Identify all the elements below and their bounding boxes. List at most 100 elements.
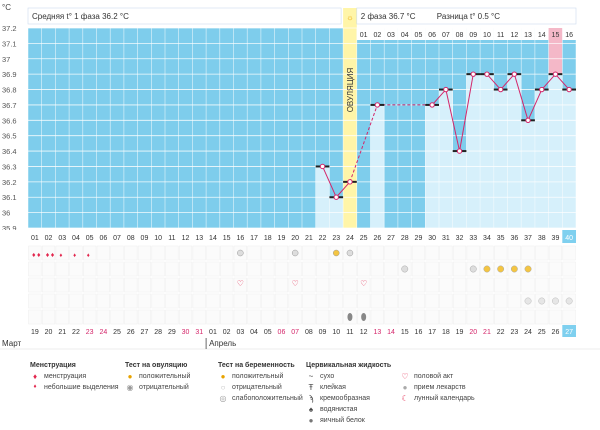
date-label: 13 — [373, 329, 381, 336]
top-day-cell — [370, 28, 385, 40]
symbol-cell — [288, 309, 302, 325]
symbol-cell — [178, 277, 193, 293]
symbol-cell — [507, 309, 521, 325]
symbol-cell — [247, 277, 261, 293]
symbol-cell — [137, 245, 152, 261]
month-label: Апрель — [209, 339, 236, 348]
today-date-cell — [562, 325, 576, 337]
legend-label: положительный — [232, 373, 284, 380]
legend-label: клейкая — [320, 384, 346, 391]
cycle-day-row — [0, 230, 600, 244]
symbol-cell — [151, 309, 165, 325]
temperature-point — [319, 163, 326, 170]
top-day-cell — [493, 28, 508, 40]
symbol-cell — [165, 245, 179, 261]
symbol-cell — [302, 309, 316, 325]
date-label: 23 — [86, 329, 94, 336]
symbol-cell — [535, 309, 549, 325]
drop-icon: ♦ — [32, 252, 36, 259]
symbol-cell — [370, 309, 384, 325]
symbol-cell — [69, 261, 83, 277]
temperature-chart: 37.2 37.1 37 36.9 36.8 36.7 36.6 36.5 36.4 36.3 36… — [0, 3, 600, 350]
today-cell — [562, 230, 576, 243]
cycle-day-label: 28 — [401, 235, 409, 242]
legend-fluid-title: Цервикальная жидкость — [306, 362, 392, 369]
symbol-cell — [315, 293, 330, 309]
symbol-cell — [548, 277, 563, 293]
legend: Менструация ♦ менструация ♦ небольшие выде… — [0, 360, 600, 430]
phase1-header-box — [27, 7, 342, 25]
small-drop-icon: ♦ — [33, 384, 37, 390]
legend-label: прием лекарств — [414, 384, 466, 391]
y-tick-label: 36.2 — [2, 178, 17, 187]
symbol-cell — [357, 245, 371, 261]
pill-icon — [565, 297, 573, 305]
temperature-point — [497, 86, 504, 93]
symbol-cell — [96, 261, 110, 277]
temperature-point — [374, 102, 381, 108]
top-day-label: 06 — [428, 32, 436, 39]
date-label: 04 — [250, 329, 258, 336]
temperature-point — [443, 86, 449, 93]
temperature-line — [445, 89, 461, 152]
y-tick-label: 36.1 — [2, 193, 17, 202]
symbol-cell — [41, 293, 56, 309]
symbol-cell — [315, 277, 330, 293]
symbol-cell — [261, 277, 275, 293]
cycle-day-label: 33 — [469, 235, 477, 242]
date-label: 25 — [113, 329, 121, 336]
heart-icon: ♡ — [237, 279, 244, 288]
temperature-line — [349, 104, 378, 183]
date-label: 22 — [72, 329, 80, 336]
top-day-cell — [480, 28, 494, 40]
legend-ovulation-title: Тест на овуляцию — [125, 362, 188, 369]
symbol-cell — [398, 293, 412, 309]
temperature-point — [484, 71, 490, 77]
drop-icon: ♦ — [73, 253, 76, 259]
symbol-cell — [220, 245, 234, 261]
legend-item: ● положительный — [218, 371, 303, 382]
symbol-cell — [274, 309, 289, 325]
drop-icon: ♦ — [59, 253, 62, 259]
sun-icon: ● — [127, 372, 133, 381]
legend-label: лунный календарь — [414, 395, 475, 402]
symbol-cell — [439, 277, 453, 293]
top-day-label: 02 — [373, 32, 381, 39]
top-day-label: 04 — [401, 32, 409, 39]
temperature-line — [527, 89, 543, 121]
top-day-label: 11 — [497, 32, 504, 39]
date-label: 06 — [278, 329, 286, 336]
date-label: 20 — [469, 329, 477, 336]
symbol-cell — [206, 277, 220, 293]
top-day-cell — [466, 28, 481, 40]
symbol-cell — [398, 245, 412, 261]
symbol-cell — [494, 277, 508, 293]
legend-item: ● яичный белок — [306, 415, 391, 426]
symbol-cell — [247, 293, 261, 309]
temperature-bar — [439, 89, 453, 229]
symbol-cell — [452, 309, 467, 325]
pregnancy-test-icon — [510, 265, 518, 273]
top-day-cell — [562, 28, 576, 40]
symbol-cell — [206, 261, 220, 277]
symbol-cell — [110, 293, 124, 309]
cycle-day-label: 07 — [113, 235, 121, 242]
pill-icon — [552, 297, 559, 305]
symbol-cell — [370, 261, 384, 277]
symbol-cell — [494, 245, 508, 261]
legend-pregnancy-test: Тест на беременность ● положительный ○ отр… — [218, 360, 303, 404]
date-label: 29 — [168, 329, 176, 336]
top-day-label: 10 — [483, 32, 491, 39]
symbol-cell — [206, 245, 220, 261]
symbol-cell — [411, 261, 426, 277]
symbol-cell — [357, 261, 371, 277]
symbol-cell — [535, 245, 549, 261]
symbol-cell — [288, 261, 302, 277]
symbol-cell — [41, 261, 56, 277]
legend-item: ♦ менструация — [30, 371, 119, 382]
temperature-point — [539, 86, 545, 93]
circle-icon: ◎ — [219, 394, 227, 403]
temperature-point — [429, 102, 435, 108]
top-day-label: 15 — [552, 32, 560, 39]
